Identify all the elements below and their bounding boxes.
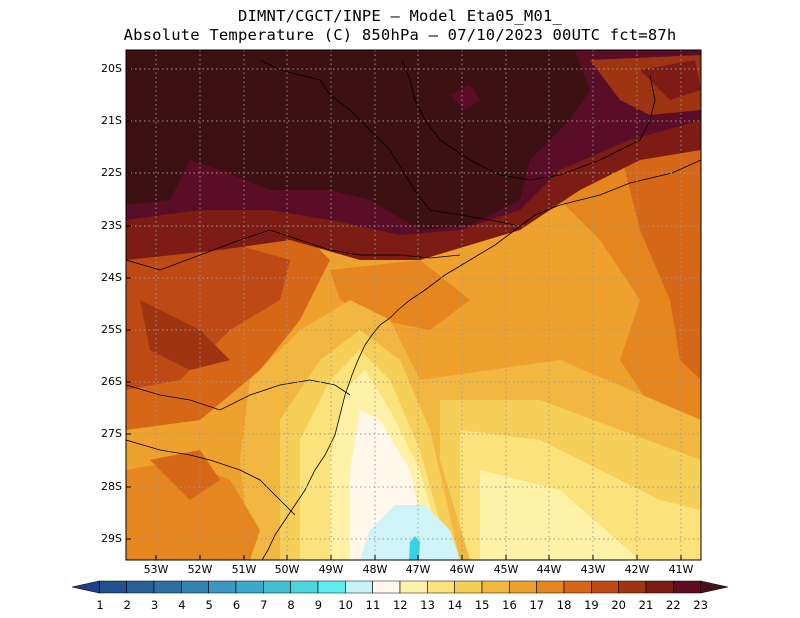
colorbar-swatch [153, 580, 182, 594]
lat-label: 22S [101, 166, 122, 179]
colorbar-swatch [126, 580, 155, 594]
lon-label: 44W [536, 563, 562, 576]
colorbar-swatch [673, 580, 701, 594]
plot-frame [125, 49, 702, 561]
colorbar-label: 10 [338, 598, 353, 612]
colorbar-label: 19 [584, 598, 599, 612]
colorbar-swatch [399, 580, 428, 594]
colorbar-swatch [208, 580, 237, 594]
colorbar-label: 16 [502, 598, 517, 612]
lon-label: 41W [668, 563, 694, 576]
colorbar-swatch [563, 580, 592, 594]
colorbar-label: 7 [260, 598, 268, 612]
colorbar-label: 9 [314, 598, 323, 612]
colorbar-label: 11 [365, 598, 381, 612]
lat-label: 20S [101, 62, 122, 75]
colorbar-swatch [536, 580, 565, 594]
lat-label: 24S [101, 271, 122, 284]
lon-label: 42W [624, 563, 650, 576]
colorbar-label: 23 [693, 598, 708, 612]
lat-label: 21S [101, 114, 122, 127]
lat-label: 25S [101, 323, 122, 336]
colorbar-label: 18 [556, 598, 572, 612]
lon-label: 47W [405, 563, 431, 576]
colorbar-label: 22 [665, 598, 681, 612]
lon-label: 45W [493, 563, 519, 576]
colorbar-label: 20 [611, 598, 626, 612]
colorbar-label: 6 [232, 598, 241, 612]
lon-label: 53W [143, 563, 169, 576]
colorbar-label: 5 [205, 598, 213, 612]
temperature-field [126, 50, 701, 560]
colorbar-label: 4 [178, 598, 186, 612]
lat-label: 28S [101, 480, 122, 493]
colorbar-swatch [700, 580, 729, 594]
axis-ticks [126, 68, 682, 560]
colorbar-swatch [372, 580, 401, 594]
colorbar-swatch [235, 580, 264, 594]
colorbar-label: 14 [447, 598, 463, 612]
colorbar-swatch [509, 580, 537, 594]
colorbar-label: 8 [287, 598, 295, 612]
borders-and-coastline [126, 59, 701, 560]
lat-label: 29S [101, 532, 122, 545]
lon-label: 49W [318, 563, 344, 576]
colorbar-swatch [618, 580, 647, 594]
colorbar-label: 17 [529, 598, 545, 612]
colorbar-swatch [345, 580, 373, 594]
lon-label: 52W [187, 563, 213, 576]
lon-label: 46W [449, 563, 475, 576]
lon-label: 50W [274, 563, 300, 576]
colorbar-swatch [71, 580, 100, 594]
colorbar-label: 15 [474, 598, 490, 612]
colorbar-swatch [645, 580, 674, 594]
colorbar-swatch [181, 580, 209, 594]
lon-label: 51W [231, 563, 257, 576]
graticule [126, 50, 701, 560]
colorbar-swatch [99, 580, 127, 594]
colorbar-label: 1 [96, 598, 104, 612]
colorbar-label: 13 [420, 598, 435, 612]
colorbar-swatch [481, 580, 510, 594]
lat-label: 23S [101, 219, 122, 232]
lat-label: 26S [101, 375, 122, 388]
colorbar-label: 3 [150, 598, 159, 612]
colorbar-label: 21 [638, 598, 654, 612]
colorbar-swatch [427, 580, 455, 594]
colorbar [71, 580, 729, 594]
colorbar-swatch [317, 580, 346, 594]
colorbar-label: 2 [123, 598, 131, 612]
colorbar-swatch [454, 580, 483, 594]
lon-label: 43W [580, 563, 606, 576]
map-title-line-1: DIMNT/CGCT/INPE — Model Eta05_M01_ [237, 7, 563, 25]
colorbar-swatch [263, 580, 291, 594]
map-title-line-2: Absolute Temperature (C) 850hPa — 07/10/… [123, 26, 677, 44]
colorbar-swatch [290, 580, 319, 594]
colorbar-swatch [591, 580, 619, 594]
lon-label: 48W [362, 563, 388, 576]
colorbar-label: 12 [392, 598, 408, 612]
lat-label: 27S [101, 427, 122, 440]
